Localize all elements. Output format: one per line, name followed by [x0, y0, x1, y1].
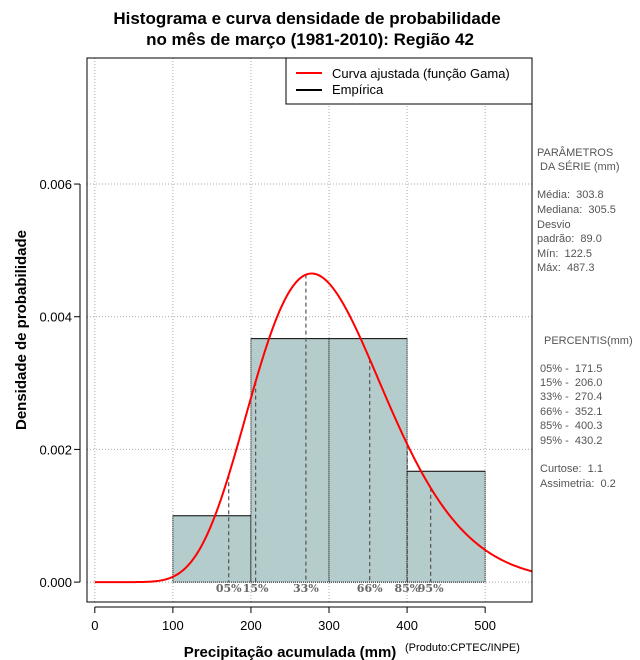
param-max: Máx: 487.3 [537, 262, 594, 274]
param-min: Mín: 122.5 [537, 248, 592, 260]
percentile-05: 05% - 171.5 [540, 363, 602, 375]
legend-gamma-label: Curva ajustada (função Gama) [332, 66, 510, 81]
series-parameters-panel: PARÂMETROS DA SÉRIE (mm) Média: 303.8 Me… [537, 146, 620, 274]
y-tick-label: 0.002 [39, 442, 72, 457]
x-tick-label: 300 [318, 618, 340, 633]
y-tick-label: 0.004 [39, 310, 72, 325]
param-sd-label: Desvio [537, 219, 571, 231]
stat-kurtosis: Curtose: 1.1 [540, 463, 603, 475]
histogram-bar [172, 515, 251, 583]
y-tick-label: 0.006 [39, 177, 72, 192]
params-subtitle: DA SÉRIE (mm) [537, 160, 620, 173]
histogram-bar [250, 338, 330, 583]
x-axis-label: Precipitação acumulada (mm) [184, 644, 397, 660]
legend-box [285, 57, 533, 105]
x-tick-label: 0 [91, 618, 98, 633]
percentile-label: 85% [394, 582, 420, 595]
percentile-66: 66% - 352.1 [540, 406, 602, 418]
percentile-15: 15% - 206.0 [540, 377, 602, 389]
legend-empirical-label: Empírica [332, 82, 384, 97]
histogram-bar [329, 338, 408, 583]
param-sd: padrão: 89.0 [537, 233, 602, 245]
plot-area: 05% 15% 33% 66% 85%95% [86, 57, 533, 603]
percentile-label: 66% [357, 582, 383, 595]
chart-title-line-1: Histograma e curva densidade de probabil… [113, 9, 500, 28]
x-tick-label: 100 [162, 618, 184, 633]
percentile-label: 33% [293, 582, 319, 595]
percentiles-panel: PERCENTIS(mm) 05% - 171.5 15% - 206.0 33… [540, 335, 633, 490]
product-credit: (Produto:CPTEC/INPE) [405, 642, 520, 654]
stat-skewness: Assimetria: 0.2 [540, 478, 616, 490]
percentile-label: 05% [216, 582, 242, 595]
percentile-33: 33% - 270.4 [540, 391, 602, 403]
y-tick-label: 0.000 [39, 575, 72, 590]
param-median: Mediana: 305.5 [537, 204, 616, 216]
percentile-labels: 05% 15% 33% 66% 85%95% [216, 582, 444, 595]
legend: Curva ajustada (função Gama) Empírica [285, 57, 533, 105]
param-mean: Média: 303.8 [537, 189, 604, 201]
percentile-label: 15% [243, 582, 269, 595]
x-tick-label: 400 [396, 618, 418, 633]
chart-title-line-2: no mês de março (1981-2010): Região 42 [146, 30, 474, 49]
x-axis: 0 100 200 300 400 500 [91, 606, 496, 633]
percentile-95: 95% - 430.2 [540, 435, 602, 447]
y-axis-label: Densidade de probabilidade [13, 230, 30, 430]
y-axis: 0.000 0.002 0.004 0.006 [39, 177, 81, 590]
percentile-lines [228, 274, 432, 583]
percentiles-title: PERCENTIS(mm) [544, 335, 633, 347]
params-title: PARÂMETROS [537, 146, 613, 159]
percentile-label: 95% [418, 582, 444, 595]
percentile-85: 85% - 400.3 [540, 420, 602, 432]
histogram-bars [172, 338, 486, 583]
x-tick-label: 200 [240, 618, 262, 633]
histogram-bar [407, 471, 486, 583]
gamma-curve-line [94, 272, 533, 584]
x-tick-label: 500 [474, 618, 496, 633]
